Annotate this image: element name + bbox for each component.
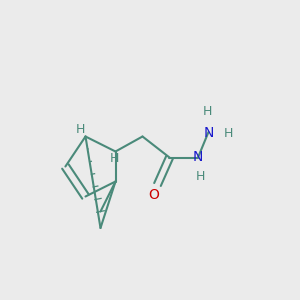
Text: H: H bbox=[196, 170, 205, 184]
Text: H: H bbox=[110, 152, 120, 166]
Text: H: H bbox=[223, 127, 233, 140]
Text: O: O bbox=[148, 188, 159, 202]
Text: H: H bbox=[76, 122, 85, 136]
Text: H: H bbox=[203, 105, 213, 118]
Text: N: N bbox=[193, 150, 203, 164]
Text: N: N bbox=[203, 126, 214, 140]
